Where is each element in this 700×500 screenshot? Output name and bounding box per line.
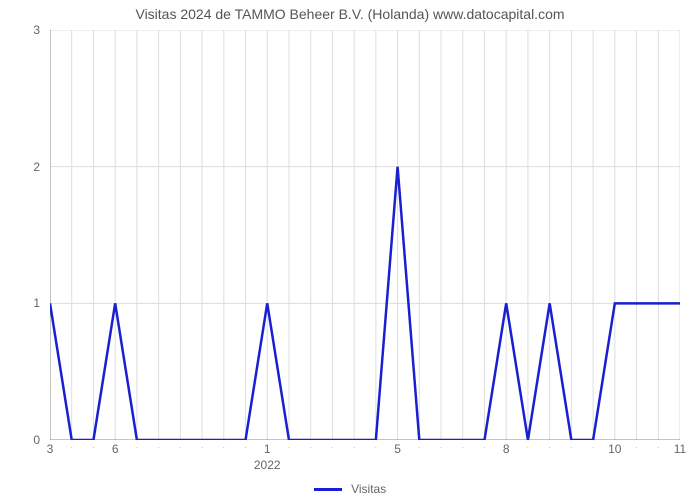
x-minor-tick: · (179, 442, 182, 452)
x-minor-tick: · (70, 442, 73, 452)
legend-swatch (314, 488, 342, 491)
x-minor-tick: · (461, 442, 464, 452)
y-tick-label: 2 (33, 160, 40, 174)
x-minor-tick: · (548, 442, 551, 452)
x-tick-label: 6 (112, 442, 119, 456)
x-minor-tick: · (526, 442, 529, 452)
x-minor-tick: · (635, 442, 638, 452)
x-minor-tick: · (309, 442, 312, 452)
x-tick-label: 10 (608, 442, 621, 456)
y-tick-label: 3 (33, 23, 40, 37)
x-minor-tick: · (483, 442, 486, 452)
x-minor-tick: · (244, 442, 247, 452)
plot-area (50, 30, 680, 440)
x-minor-tick: · (92, 442, 95, 452)
x-minor-tick: · (353, 442, 356, 452)
y-tick-label: 0 (33, 433, 40, 447)
legend: Visitas (0, 482, 700, 496)
x-sub-label: 2022 (254, 458, 281, 472)
chart-title: Visitas 2024 de TAMMO Beheer B.V. (Holan… (0, 0, 700, 22)
legend-label: Visitas (351, 482, 386, 496)
x-minor-tick: · (135, 442, 138, 452)
y-tick-label: 1 (33, 296, 40, 310)
x-minor-tick: · (222, 442, 225, 452)
x-tick-label: 8 (503, 442, 510, 456)
x-minor-tick: · (440, 442, 443, 452)
x-minor-tick: · (570, 442, 573, 452)
x-minor-tick: · (657, 442, 660, 452)
x-minor-tick: · (201, 442, 204, 452)
x-minor-tick: · (287, 442, 290, 452)
x-tick-label: 11 (674, 442, 686, 456)
x-minor-tick: · (157, 442, 160, 452)
x-minor-tick: · (331, 442, 334, 452)
chart-container: Visitas 2024 de TAMMO Beheer B.V. (Holan… (0, 0, 700, 500)
x-tick-label: 1 (264, 442, 271, 456)
x-tick-label: 5 (394, 442, 401, 456)
x-minor-tick: · (418, 442, 421, 452)
x-minor-tick: · (592, 442, 595, 452)
x-tick-label: 3 (47, 442, 54, 456)
x-minor-tick: · (374, 442, 377, 452)
